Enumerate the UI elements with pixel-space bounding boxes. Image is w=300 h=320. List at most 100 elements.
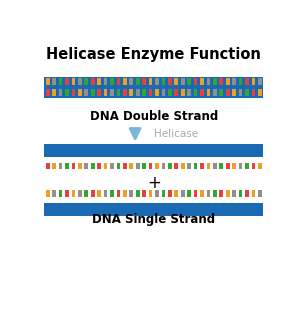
Bar xyxy=(104,163,107,170)
Bar xyxy=(226,190,230,196)
Bar xyxy=(155,89,159,96)
Bar xyxy=(104,89,107,96)
Bar xyxy=(213,163,217,170)
Bar xyxy=(136,163,140,170)
Bar xyxy=(181,163,184,170)
Bar xyxy=(104,190,107,196)
Bar xyxy=(129,89,133,96)
Bar xyxy=(207,190,210,196)
Bar xyxy=(200,190,204,196)
Bar xyxy=(123,190,127,196)
Bar xyxy=(187,190,191,196)
Bar xyxy=(117,78,120,85)
Text: Helicase: Helicase xyxy=(154,130,198,140)
Bar xyxy=(207,78,210,85)
Bar xyxy=(174,89,178,96)
Bar xyxy=(194,163,197,170)
Bar xyxy=(200,78,204,85)
Bar xyxy=(44,85,263,98)
Bar xyxy=(258,78,262,85)
Bar xyxy=(52,163,56,170)
Bar xyxy=(136,78,140,85)
Bar xyxy=(251,190,255,196)
Bar xyxy=(232,78,236,85)
Bar xyxy=(162,163,165,170)
Bar xyxy=(52,78,56,85)
Bar xyxy=(239,163,242,170)
Bar xyxy=(226,89,230,96)
Bar xyxy=(84,78,88,85)
Bar xyxy=(78,190,82,196)
Bar xyxy=(168,78,172,85)
Bar xyxy=(239,89,242,96)
Bar xyxy=(72,190,75,196)
Bar xyxy=(149,190,152,196)
Bar xyxy=(136,89,140,96)
Bar xyxy=(123,78,127,85)
Bar xyxy=(155,190,159,196)
Bar xyxy=(91,190,94,196)
Bar xyxy=(245,89,249,96)
Bar xyxy=(97,190,101,196)
Bar xyxy=(129,78,133,85)
Bar xyxy=(142,163,146,170)
Bar xyxy=(207,89,210,96)
Bar xyxy=(194,78,197,85)
Bar xyxy=(258,89,262,96)
Bar xyxy=(117,89,120,96)
Bar xyxy=(207,163,210,170)
Bar xyxy=(52,89,56,96)
Bar xyxy=(226,78,230,85)
Bar xyxy=(65,163,69,170)
Bar xyxy=(44,204,263,216)
Bar xyxy=(59,190,62,196)
Bar xyxy=(65,89,69,96)
Bar xyxy=(155,163,159,170)
Bar xyxy=(219,163,223,170)
Bar xyxy=(46,163,50,170)
Bar xyxy=(200,89,204,96)
Bar xyxy=(162,78,165,85)
Bar xyxy=(142,190,146,196)
Bar xyxy=(52,190,56,196)
Bar xyxy=(97,78,101,85)
Bar xyxy=(65,78,69,85)
Bar xyxy=(44,144,263,157)
Bar xyxy=(97,89,101,96)
Bar xyxy=(142,89,146,96)
Text: DNA Single Strand: DNA Single Strand xyxy=(92,213,215,226)
Bar xyxy=(213,89,217,96)
Bar xyxy=(110,78,114,85)
Bar xyxy=(78,89,82,96)
Bar xyxy=(251,89,255,96)
Bar xyxy=(239,78,242,85)
Bar xyxy=(155,78,159,85)
Bar xyxy=(46,89,50,96)
Bar xyxy=(78,163,82,170)
Bar xyxy=(149,163,152,170)
Bar xyxy=(59,89,62,96)
Bar xyxy=(110,89,114,96)
Bar xyxy=(149,89,152,96)
Bar xyxy=(84,190,88,196)
Bar xyxy=(187,78,191,85)
Bar xyxy=(110,190,114,196)
Bar xyxy=(181,89,184,96)
Bar xyxy=(72,89,75,96)
Bar xyxy=(245,78,249,85)
Bar xyxy=(129,190,133,196)
Bar xyxy=(110,163,114,170)
Bar xyxy=(194,190,197,196)
Bar xyxy=(59,78,62,85)
Bar xyxy=(72,78,75,85)
Bar xyxy=(78,78,82,85)
Bar xyxy=(91,163,94,170)
Bar xyxy=(117,190,120,196)
Text: +: + xyxy=(147,173,161,192)
Bar xyxy=(46,78,50,85)
Bar xyxy=(168,163,172,170)
Bar xyxy=(219,89,223,96)
Text: Helicase Enzyme Function: Helicase Enzyme Function xyxy=(46,47,261,62)
Bar xyxy=(91,78,94,85)
Bar xyxy=(251,78,255,85)
